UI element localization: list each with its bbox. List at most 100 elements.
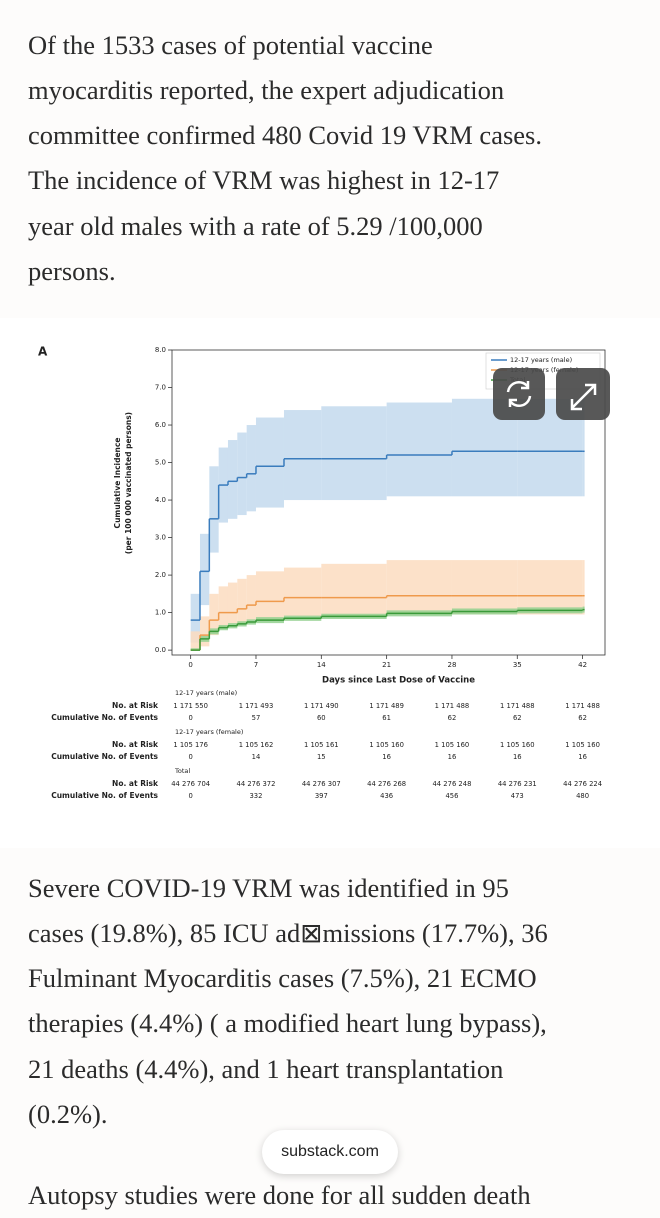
- y-tick-label: 3.0: [155, 534, 166, 542]
- confidence-band: [582, 395, 585, 497]
- risk-cell: 1 105 176: [173, 741, 208, 749]
- risk-cell: 1 105 160: [500, 741, 535, 749]
- risk-cell: 14: [252, 753, 261, 761]
- confidence-band: [517, 560, 583, 615]
- x-tick-label: 0: [188, 661, 192, 669]
- panel-label: A: [38, 345, 48, 359]
- risk-row-label: Cumulative No. of Events: [51, 713, 158, 722]
- risk-cell: 480: [576, 792, 589, 800]
- risk-row-label: Cumulative No. of Events: [51, 791, 158, 800]
- risk-cell: 1 105 162: [239, 741, 274, 749]
- risk-cell: 62: [448, 714, 457, 722]
- risk-cell: 1 171 488: [500, 702, 535, 710]
- x-tick-label: 21: [382, 661, 391, 669]
- confidence-band: [255, 571, 284, 621]
- y-tick-label: 2.0: [155, 571, 166, 579]
- risk-cell: 16: [382, 753, 391, 761]
- risk-cell: 44 276 248: [432, 780, 471, 788]
- confidence-band: [246, 425, 256, 512]
- risk-cell: 44 276 231: [498, 780, 537, 788]
- y-axis-label: Cumulative Incidence: [113, 438, 122, 529]
- confidence-band: [246, 575, 256, 621]
- y-tick-label: 8.0: [155, 346, 166, 354]
- y-axis-label: (per 100 000 vaccinated persons): [124, 412, 133, 554]
- risk-cell: 60: [317, 714, 326, 722]
- y-tick-label: 4.0: [155, 496, 166, 504]
- risk-group-header: 12-17 years (female): [175, 728, 243, 736]
- text-line: The incidence of VRM was highest in 12-1…: [28, 165, 500, 196]
- text-line: Autopsy studies were done for all sudden…: [28, 1179, 531, 1210]
- risk-cell: 1 171 488: [435, 702, 470, 710]
- confidence-band: [237, 432, 247, 516]
- confidence-band: [190, 593, 200, 643]
- x-tick-label: 42: [578, 661, 587, 669]
- confidence-band: [386, 402, 452, 497]
- x-tick-label: 35: [513, 661, 522, 669]
- y-tick-label: 6.0: [155, 421, 166, 429]
- figure: A 0.0 1.0 2.0 3.0 4.0 5.0 6.0 7.0 8.0 0 7 14 21 28 35 4…: [0, 318, 660, 848]
- legend-label: 12-17 years (male): [510, 356, 572, 364]
- y-tick-label: 7.0: [155, 384, 166, 392]
- risk-cell: 62: [513, 714, 522, 722]
- text-line: persons.: [28, 256, 116, 286]
- text-line: year old males with a rate of 5.29 /100,…: [28, 210, 483, 241]
- text-line: 21 deaths (4.4%), and 1 heart transplant…: [28, 1053, 504, 1084]
- risk-cell: 1 171 490: [304, 702, 339, 710]
- risk-group-header: Total: [174, 767, 190, 775]
- risk-cell: 473: [511, 792, 524, 800]
- risk-cell: 16: [578, 753, 587, 761]
- y-tick-label: 0.0: [155, 646, 166, 654]
- source-pill[interactable]: substack.com: [262, 1130, 398, 1174]
- confidence-band: [227, 440, 238, 519]
- risk-cell: 1 105 160: [369, 741, 404, 749]
- x-tick-label: 7: [254, 661, 258, 669]
- text-line: Of the 1533 cases of potential vaccine: [28, 29, 433, 60]
- legend-label: 12-17 years (female): [510, 366, 578, 374]
- refresh-button[interactable]: [493, 368, 545, 420]
- confidence-band: [227, 582, 238, 624]
- confidence-band: [283, 410, 322, 501]
- x-tick-label: 14: [317, 661, 326, 669]
- confidence-band: [199, 616, 210, 647]
- confidence-band: [321, 406, 387, 501]
- risk-cell: 15: [317, 753, 326, 761]
- confidence-band: [218, 586, 228, 628]
- confidence-band: [283, 567, 322, 617]
- confidence-band: [582, 560, 585, 615]
- confidence-band: [209, 466, 219, 553]
- text-line: Fulminant Myocarditis cases (7.5%), 21 E…: [28, 963, 537, 994]
- text-line: (0.2%).: [28, 1099, 108, 1129]
- risk-cell: 16: [513, 753, 522, 761]
- risk-row-label: No. at Risk: [112, 740, 159, 749]
- confidence-band: [255, 417, 284, 508]
- risk-cell: 436: [380, 792, 393, 800]
- risk-row-label: No. at Risk: [112, 779, 159, 788]
- risk-cell: 332: [249, 792, 262, 800]
- risk-row-label: Cumulative No. of Events: [51, 752, 158, 761]
- risk-group-header: 12-17 years (male): [175, 689, 237, 697]
- confidence-band: [190, 648, 200, 651]
- confidence-band: [451, 560, 518, 615]
- y-tick-label: 5.0: [155, 459, 166, 467]
- risk-cell: 61: [382, 714, 391, 722]
- risk-cell: 44 276 224: [563, 780, 602, 788]
- expand-button[interactable]: [556, 368, 610, 420]
- risk-cell: 1 105 160: [565, 741, 600, 749]
- risk-cell: 1 105 161: [304, 741, 339, 749]
- risk-cell: 44 276 268: [367, 780, 406, 788]
- text-line: myocarditis reported, the expert adjudic…: [28, 74, 505, 105]
- risk-cell: 57: [252, 714, 261, 722]
- risk-cell: 1 171 550: [173, 702, 208, 710]
- risk-cell: 1 171 493: [239, 702, 274, 710]
- risk-cell: 0: [188, 714, 192, 722]
- y-tick-label: 1.0: [155, 609, 166, 617]
- text-line: therapies (4.4%) ( a modified heart lung…: [28, 1008, 547, 1039]
- text-line: Severe COVID-19 VRM was identified in 95: [28, 872, 509, 903]
- risk-cell: 0: [188, 792, 192, 800]
- confidence-band: [190, 631, 200, 651]
- x-axis-label: Days since Last Dose of Vaccine: [322, 676, 475, 686]
- risk-cell: 456: [445, 792, 458, 800]
- text-line: cases (19.8%), 85 ICU ad⊠missions (17.7%…: [28, 917, 548, 948]
- risk-cell: 16: [448, 753, 457, 761]
